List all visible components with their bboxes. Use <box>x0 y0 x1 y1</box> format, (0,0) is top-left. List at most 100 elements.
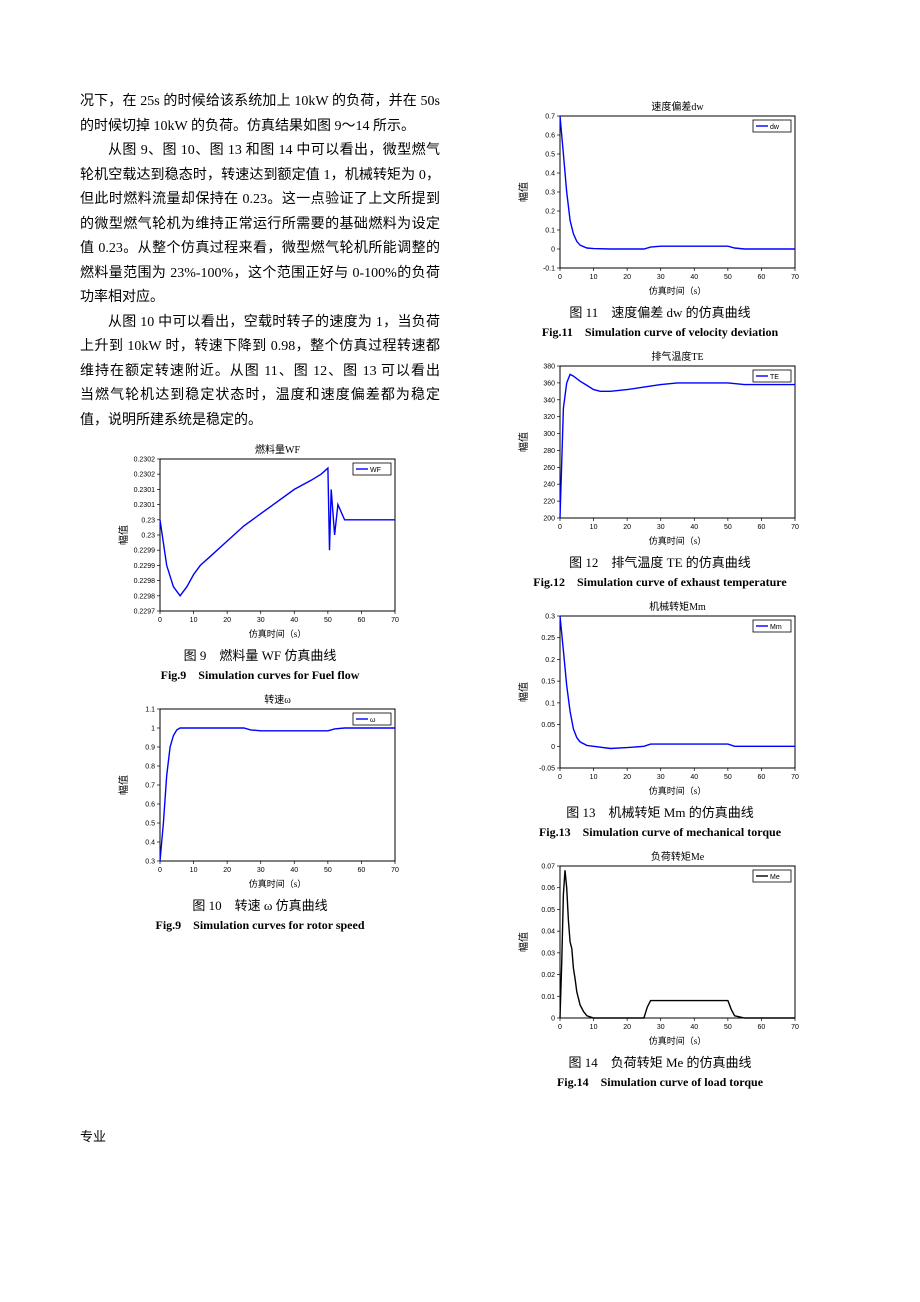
svg-text:0.6: 0.6 <box>145 802 155 809</box>
svg-text:220: 220 <box>543 499 555 506</box>
svg-text:280: 280 <box>543 448 555 455</box>
svg-text:0: 0 <box>158 867 162 874</box>
svg-text:40: 40 <box>690 1024 698 1031</box>
svg-text:70: 70 <box>791 1024 799 1031</box>
svg-text:50: 50 <box>724 524 732 531</box>
fig11-caption-en: Fig.11 Simulation curve of velocity devi… <box>480 323 840 340</box>
svg-text:0.06: 0.06 <box>541 885 555 892</box>
svg-text:0.04: 0.04 <box>541 929 555 936</box>
svg-text:300: 300 <box>543 431 555 438</box>
svg-text:0.07: 0.07 <box>541 864 555 871</box>
svg-text:70: 70 <box>791 274 799 281</box>
svg-text:40: 40 <box>690 274 698 281</box>
svg-text:70: 70 <box>391 617 399 624</box>
svg-text:0.1: 0.1 <box>545 700 555 707</box>
svg-text:机械转矩Mm: 机械转矩Mm <box>649 600 706 613</box>
svg-text:仿真时间（s）: 仿真时间（s） <box>249 628 307 639</box>
svg-text:10: 10 <box>190 617 198 624</box>
svg-text:60: 60 <box>358 617 366 624</box>
svg-text:0.2297: 0.2297 <box>134 609 156 616</box>
svg-text:50: 50 <box>724 274 732 281</box>
svg-text:360: 360 <box>543 380 555 387</box>
svg-text:Me: Me <box>770 874 780 881</box>
svg-text:0.15: 0.15 <box>541 679 555 686</box>
svg-text:40: 40 <box>290 617 298 624</box>
svg-text:速度偏差dw: 速度偏差dw <box>651 100 704 113</box>
svg-text:30: 30 <box>257 617 265 624</box>
svg-text:40: 40 <box>290 867 298 874</box>
svg-text:dw: dw <box>770 124 780 131</box>
svg-text:0: 0 <box>551 1016 555 1023</box>
svg-text:0.23: 0.23 <box>141 533 155 540</box>
svg-text:幅值: 幅值 <box>517 182 530 202</box>
fig9-caption-cn: 图 9 燃料量 WF 仿真曲线 <box>80 645 440 664</box>
fig13-caption-cn: 图 13 机械转矩 Mm 的仿真曲线 <box>480 802 840 821</box>
paragraph-2: 从图 9、图 10、图 13 和图 14 中可以看出，微型燃气轮机空载达到稳态时… <box>80 139 440 311</box>
svg-text:幅值: 幅值 <box>117 775 130 795</box>
svg-text:仿真时间（s）: 仿真时间（s） <box>649 285 707 296</box>
svg-text:0.7: 0.7 <box>545 114 555 121</box>
svg-text:0.3: 0.3 <box>545 190 555 197</box>
svg-text:0: 0 <box>551 744 555 751</box>
svg-text:30: 30 <box>657 524 665 531</box>
svg-text:20: 20 <box>623 524 631 531</box>
svg-text:50: 50 <box>324 617 332 624</box>
svg-text:0.3: 0.3 <box>145 859 155 866</box>
right-column: 速度偏差dw 0 10 20 30 40 50 60 70 -0.1 0 0.1 0.2 0.3 0.4 0.… <box>480 90 840 1096</box>
chart-fig13: 机械转矩Mm010203040506070-0.0500.050.10.150.… <box>480 598 840 798</box>
svg-text:10: 10 <box>590 774 598 781</box>
svg-text:仿真时间（s）: 仿真时间（s） <box>249 878 307 889</box>
svg-text:1: 1 <box>151 726 155 733</box>
paragraph-3: 从图 10 中可以看出，空载时转子的速度为 1，当负荷上升到 10kW 时，转速… <box>80 311 440 434</box>
svg-text:60: 60 <box>758 774 766 781</box>
svg-text:0.25: 0.25 <box>541 635 555 642</box>
svg-text:70: 70 <box>791 774 799 781</box>
svg-text:幅值: 幅值 <box>517 682 530 702</box>
svg-text:0.5: 0.5 <box>545 152 555 159</box>
svg-text:0.2: 0.2 <box>545 209 555 216</box>
svg-text:0.4: 0.4 <box>545 171 555 178</box>
svg-text:240: 240 <box>543 482 555 489</box>
svg-text:0.2299: 0.2299 <box>134 548 156 555</box>
svg-text:0.2302: 0.2302 <box>134 472 156 479</box>
svg-text:幅值: 幅值 <box>517 932 530 952</box>
svg-text:0.4: 0.4 <box>145 840 155 847</box>
chart-fig12: 排气温度TE0102030405060702002202402602803003… <box>480 348 840 548</box>
svg-text:Mm: Mm <box>770 624 782 631</box>
svg-text:0.2302: 0.2302 <box>134 457 156 464</box>
svg-text:60: 60 <box>758 1024 766 1031</box>
fig14-caption-cn: 图 14 负荷转矩 Me 的仿真曲线 <box>480 1052 840 1071</box>
svg-text:50: 50 <box>324 867 332 874</box>
svg-text:0.9: 0.9 <box>145 745 155 752</box>
svg-text:幅值: 幅值 <box>117 525 130 545</box>
chart-fig11: 速度偏差dw010203040506070-0.100.10.20.30.40.… <box>480 98 840 298</box>
svg-text:0.2: 0.2 <box>545 657 555 664</box>
svg-text:0.03: 0.03 <box>541 950 555 957</box>
svg-text:10: 10 <box>590 524 598 531</box>
svg-text:0.8: 0.8 <box>145 764 155 771</box>
svg-text:幅值: 幅值 <box>517 432 530 452</box>
svg-text:-0.1: -0.1 <box>543 266 555 273</box>
svg-text:60: 60 <box>758 524 766 531</box>
svg-text:30: 30 <box>657 1024 665 1031</box>
svg-text:WF: WF <box>370 467 381 474</box>
figure-13: 机械转矩Mm010203040506070-0.0500.050.10.150.… <box>480 598 840 840</box>
svg-text:40: 40 <box>690 774 698 781</box>
svg-text:10: 10 <box>590 1024 598 1031</box>
svg-text:燃料量WF: 燃料量WF <box>255 443 300 456</box>
svg-text:0.3: 0.3 <box>545 614 555 621</box>
svg-text:0.02: 0.02 <box>541 972 555 979</box>
fig12-caption-cn: 图 12 排气温度 TE 的仿真曲线 <box>480 552 840 571</box>
figure-9: 燃料量WF0102030405060700.22970.22980.22980.… <box>80 441 440 683</box>
svg-text:50: 50 <box>724 774 732 781</box>
svg-text:0: 0 <box>158 617 162 624</box>
svg-text:排气温度TE: 排气温度TE <box>651 350 703 363</box>
fig10-caption-en: Fig.9 Simulation curves for rotor speed <box>80 916 440 933</box>
svg-text:70: 70 <box>791 524 799 531</box>
fig10-caption-cn: 图 10 转速 ω 仿真曲线 <box>80 895 440 914</box>
svg-text:10: 10 <box>190 867 198 874</box>
svg-text:70: 70 <box>391 867 399 874</box>
figure-12: 排气温度TE0102030405060702002202402602803003… <box>480 348 840 590</box>
svg-text:20: 20 <box>623 274 631 281</box>
figure-14: 负荷转矩Me01020304050607000.010.020.030.040.… <box>480 848 840 1090</box>
